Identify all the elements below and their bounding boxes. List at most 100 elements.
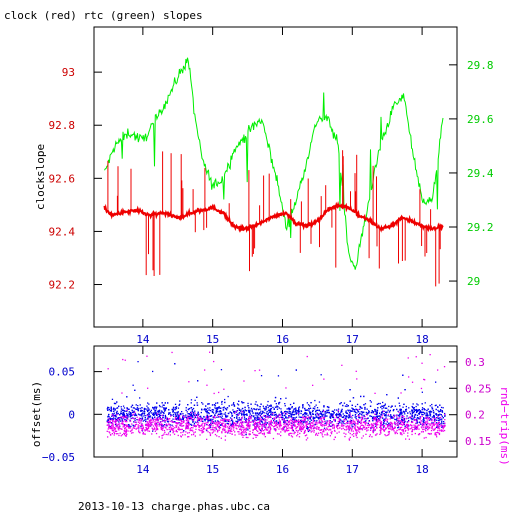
offset-point [107,415,109,417]
rtt-point [135,423,137,425]
offset-point [182,418,184,420]
rtt-point [177,428,179,430]
offset-point [439,419,441,421]
offset-point [120,410,122,412]
rtt-point [261,419,263,421]
rtt-point [252,429,254,431]
offset-point [330,414,332,416]
top-y-tick-label: 92.8 [49,119,76,132]
rtt-point [391,422,393,424]
rtt-point [111,430,114,432]
rtt-point [322,423,324,426]
rtt-point [117,428,119,430]
offset-point [247,409,250,412]
rtt-point [391,425,393,427]
offset-point [388,405,390,408]
rtt-point [147,414,149,417]
offset-point [236,417,238,419]
offset-point [384,415,387,417]
rtt-point [372,424,374,426]
rtt-point [374,429,376,431]
rtt-point [388,427,390,430]
offset-point [292,419,294,421]
offset-point [353,409,355,411]
offset-point [148,409,150,412]
offset-point [209,426,212,429]
rtt-point [111,425,113,427]
offset-point [215,410,217,412]
offset-point [378,402,380,405]
offset-point [421,391,423,393]
rtt-point [438,433,441,436]
rtt-point [227,424,229,426]
rtt-point [411,424,413,427]
rtt-point [185,425,187,427]
offset-point [209,424,211,426]
rtt-point [175,426,178,428]
offset-point [275,413,277,415]
rtt-point [320,424,323,426]
rtt-point [110,427,112,430]
rtt-point [153,427,156,429]
offset-point [191,415,193,417]
rtt-point [206,424,209,426]
rtt-point [168,426,170,429]
offset-point [196,417,198,419]
rtt-point [273,425,276,427]
offset-point [243,412,245,414]
rtt-point [371,423,373,425]
rtt-point [282,428,284,430]
rtt-point [434,417,436,420]
rtt-point [239,419,242,422]
rtt-point [374,392,376,394]
rtt-point [286,427,288,429]
offset-point [247,402,249,405]
offset-point [277,375,280,377]
rtt-point [112,423,114,425]
offset-point [372,412,374,414]
offset-point [249,410,251,413]
offset-point [106,408,109,410]
rtt-point [279,421,281,423]
offset-point [326,420,328,422]
offset-point [116,410,118,412]
offset-point [302,420,305,423]
offset-point [151,412,153,414]
offset-point [147,417,149,419]
rtt-point [153,418,155,420]
rtt-point [304,429,306,432]
offset-point [376,416,378,418]
rtt-point [327,434,329,436]
rtt-point [156,419,158,421]
rtt-point [109,426,111,428]
rtt-point [254,427,256,429]
rtt-point [208,418,210,420]
rtt-point [194,415,196,417]
offset-point [383,420,385,422]
rtt-point [332,423,334,425]
offset-point [339,414,341,416]
rtt-point [154,430,156,432]
offset-point [363,395,365,398]
offset-point [435,414,438,416]
offset-point [350,410,352,412]
rtt-point [237,425,239,427]
rtt-point [166,428,168,431]
rtt-point [403,416,405,418]
offset-point [154,406,156,408]
offset-point [337,423,340,425]
offset-point [441,422,443,424]
offset-point [324,413,326,415]
offset-point [384,404,386,406]
offset-point [202,403,204,405]
rtt-point [389,418,391,420]
rtt-point [369,429,372,431]
rtt-point [279,424,281,426]
rtt-point [138,419,141,422]
rtt-point [387,413,390,416]
offset-point [122,405,125,407]
rtt-point [254,421,257,424]
rtt-point [257,425,259,427]
offset-point [256,416,259,419]
rtt-point [259,418,262,420]
